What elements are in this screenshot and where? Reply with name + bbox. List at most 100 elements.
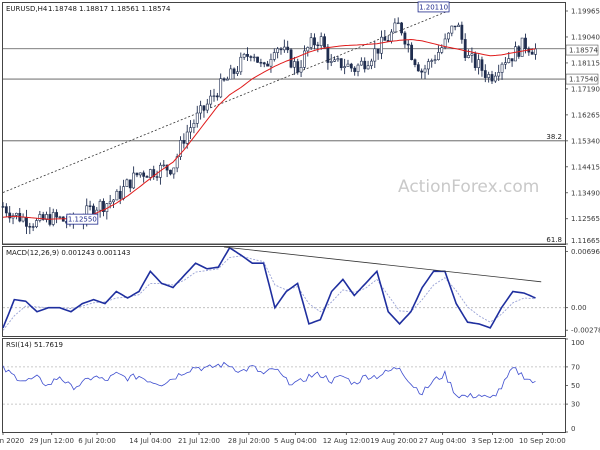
candle-body xyxy=(339,58,343,69)
price-axis-label: 1.18115 xyxy=(571,59,600,67)
candle-body xyxy=(115,190,119,201)
candle-body xyxy=(279,48,283,51)
candle-body xyxy=(226,78,229,81)
candle-body xyxy=(346,63,350,67)
rsi-axis-label: 0 xyxy=(571,425,575,433)
macd-indicator xyxy=(2,246,565,331)
candle-body xyxy=(209,95,213,105)
candle-body xyxy=(423,68,427,73)
candle-body xyxy=(132,172,136,189)
price-axis-label: 1.13490 xyxy=(571,189,600,197)
candle-body xyxy=(229,68,233,80)
candle-body xyxy=(205,103,209,111)
macd-main-line xyxy=(2,246,536,329)
candle-body xyxy=(179,140,182,157)
candle-body xyxy=(416,64,420,72)
chart-symbol-label: EURUSD,H4 xyxy=(6,5,48,13)
time-axis-label: 3 Sep 12:00 xyxy=(471,437,513,445)
candle-body xyxy=(336,58,340,61)
candle-body xyxy=(453,25,457,28)
price-axis-label: 1.14415 xyxy=(571,163,600,171)
candle-body xyxy=(433,59,437,61)
rsi-panel-frame xyxy=(2,338,566,433)
rsi-axis-label: 100 xyxy=(571,339,584,347)
candle-body xyxy=(306,47,310,52)
time-axis-label: 21 Jul 12:00 xyxy=(178,437,220,445)
candle-body xyxy=(269,59,273,67)
time-axis-label: 10 Sep 20:00 xyxy=(519,437,566,445)
candle-body xyxy=(510,58,514,62)
candle-body xyxy=(296,61,300,73)
chart-ohlc-readout: 1.18748 1.18817 1.18561 1.18574 xyxy=(48,5,171,13)
candle-body xyxy=(299,67,303,73)
price-axis-label: 1.19040 xyxy=(571,33,600,41)
candle-body xyxy=(333,59,336,62)
candle-body xyxy=(477,59,481,68)
time-axis-label: 27 Aug 04:00 xyxy=(419,437,466,445)
macd-panel-frame xyxy=(2,246,566,337)
candle-body xyxy=(145,176,149,178)
candle-body xyxy=(329,61,333,63)
candle-body xyxy=(343,66,347,69)
time-axis-label: 29 Jun 12:00 xyxy=(29,437,73,445)
candlestick-series xyxy=(1,17,537,235)
candle-body xyxy=(450,25,454,34)
candle-body xyxy=(514,46,517,62)
candle-body xyxy=(430,60,434,62)
candle-body xyxy=(155,176,159,178)
candle-body xyxy=(135,172,139,176)
candle-body xyxy=(266,63,269,67)
candle-body xyxy=(175,156,179,169)
candle-body xyxy=(118,190,122,199)
candle-body xyxy=(440,47,444,53)
rsi-line xyxy=(2,361,536,399)
candle-body xyxy=(380,36,383,54)
dotted-trendline xyxy=(2,9,451,193)
candle-body xyxy=(262,62,266,65)
candle-body xyxy=(282,46,286,51)
candle-body xyxy=(236,71,239,74)
candle-body xyxy=(249,56,253,58)
price-annotation-label: 1.12550 xyxy=(68,216,97,224)
axes: 1.19965 1.19040 1.18115 1.17190 1.16265 1.153… xyxy=(0,8,600,445)
candle-body xyxy=(524,37,527,49)
candle-body xyxy=(457,24,460,28)
candle-body xyxy=(246,53,249,57)
candle-body xyxy=(366,65,370,70)
candle-body xyxy=(493,75,497,82)
candle-body xyxy=(38,214,42,221)
candle-body xyxy=(376,48,380,54)
macd-axis-label: -0.002785 xyxy=(571,327,600,335)
candle-body xyxy=(189,127,192,133)
candle-body xyxy=(503,62,507,65)
candle-body xyxy=(259,62,263,64)
candle-body xyxy=(128,179,132,189)
time-axis-label: 28 Jul 20:00 xyxy=(228,437,270,445)
candle-body xyxy=(497,72,501,77)
candle-body xyxy=(323,36,326,48)
candle-body xyxy=(51,212,55,225)
candle-body xyxy=(353,67,357,72)
candle-body xyxy=(420,70,424,73)
price-axis-marker-label: 1.17540 xyxy=(569,76,598,84)
candle-body xyxy=(534,48,537,55)
candle-body xyxy=(403,32,407,45)
candle-body xyxy=(152,169,156,177)
price-axis-label: 1.11665 xyxy=(571,237,600,245)
price-axis-label: 1.19965 xyxy=(571,8,600,16)
candle-body xyxy=(138,172,142,176)
candle-body xyxy=(443,38,447,48)
rsi-axis-label: 50 xyxy=(571,382,580,390)
candle-body xyxy=(102,200,105,212)
candle-body xyxy=(252,56,256,59)
rsi-title: RSI(14) 51.7619 xyxy=(6,341,63,349)
time-axis-label: 12 Aug 12:00 xyxy=(323,437,370,445)
candle-body xyxy=(463,39,467,58)
price-axis-label: 1.16265 xyxy=(571,111,600,119)
macd-axis-label: 0.00 xyxy=(571,304,587,312)
candle-body xyxy=(363,60,367,70)
candle-body xyxy=(359,60,363,66)
candle-body xyxy=(507,58,511,63)
candle-body xyxy=(326,46,330,63)
